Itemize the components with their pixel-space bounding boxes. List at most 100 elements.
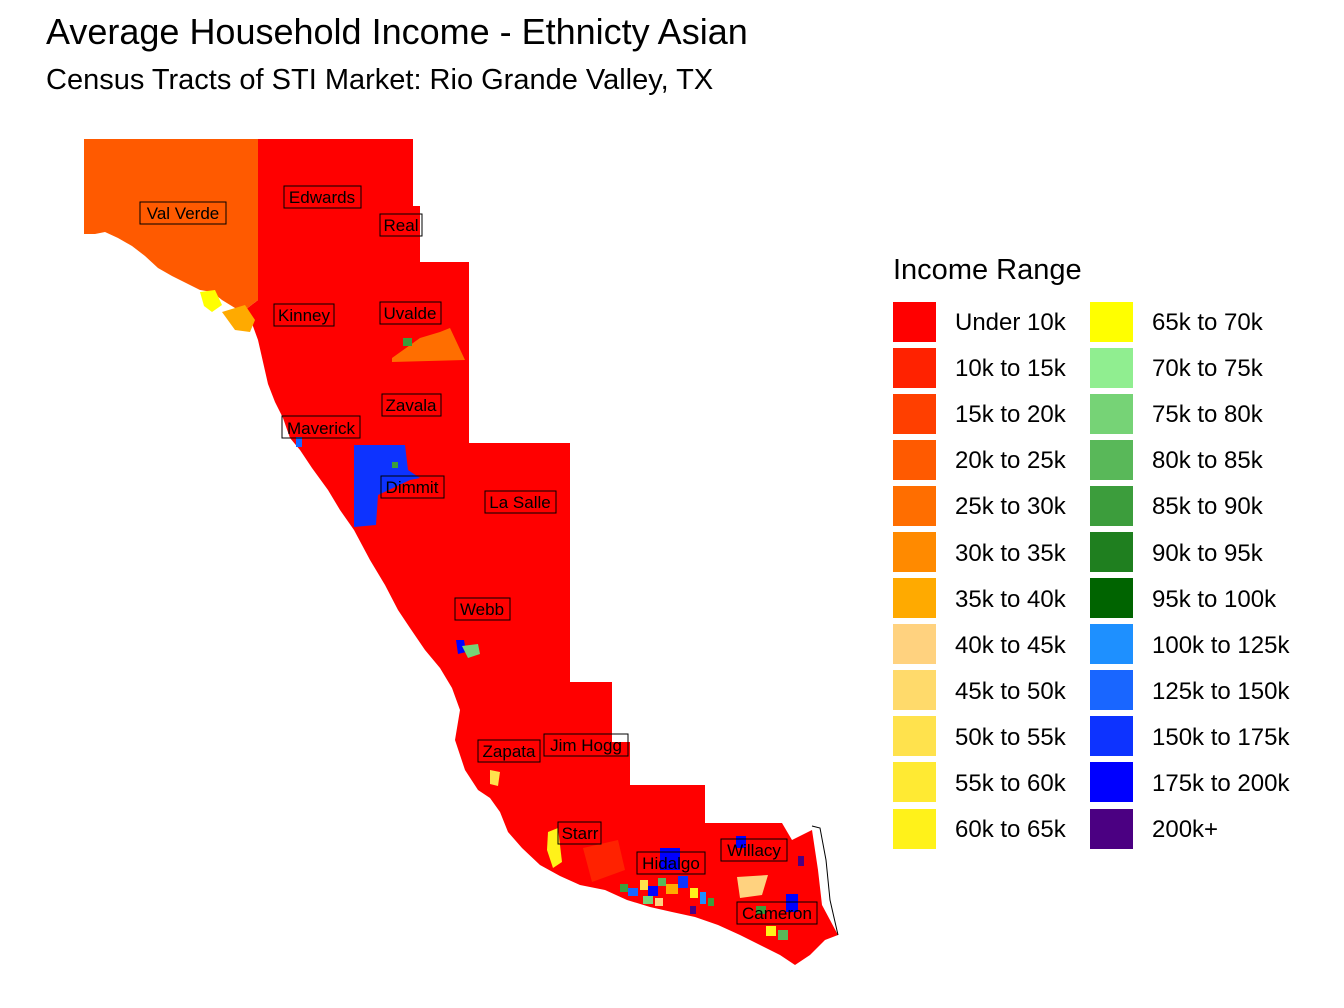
- legend-item: 25k to 30k: [893, 484, 1090, 530]
- svg-text:Webb: Webb: [460, 600, 504, 619]
- legend-swatch: [1090, 762, 1133, 806]
- legend-item: 70k to 75k: [1090, 346, 1287, 392]
- tract-laredo-blue: [456, 640, 466, 654]
- county-label-val-verde: Val Verde: [139, 201, 227, 225]
- legend-label: 35k to 40k: [955, 585, 1066, 613]
- legend-swatch: [1090, 393, 1133, 437]
- coastline: [811, 825, 839, 936]
- legend-label: 95k to 100k: [1152, 585, 1277, 613]
- tract-uvalde-green: [403, 338, 412, 346]
- legend-label: 10k to 15k: [955, 355, 1066, 383]
- legend-item: Under 10k: [893, 300, 1090, 346]
- county-label-webb: Webb: [454, 597, 511, 621]
- legend-label: 200k+: [1152, 816, 1219, 844]
- legend-swatch: [1090, 578, 1133, 622]
- county-label-dimmit: Dimmit: [380, 475, 445, 499]
- county-label-zapata: Zapata: [477, 739, 541, 763]
- legend-item: 85k to 90k: [1090, 484, 1287, 530]
- legend-item: 50k to 55k: [893, 715, 1090, 761]
- svg-text:Starr: Starr: [562, 824, 599, 843]
- legend-swatch: [893, 578, 936, 622]
- legend-label: 125k to 150k: [1152, 677, 1290, 705]
- legend-label: 100k to 125k: [1152, 631, 1290, 659]
- svg-text:Val Verde: Val Verde: [147, 204, 219, 223]
- county-label-uvalde: Uvalde: [379, 301, 442, 325]
- legend-label: 60k to 65k: [955, 816, 1066, 844]
- legend-label: 25k to 30k: [955, 493, 1066, 521]
- legend-swatch: [1090, 532, 1133, 576]
- legend-item: 100k to 125k: [1090, 623, 1290, 669]
- legend-swatch: [893, 485, 936, 529]
- svg-text:La Salle: La Salle: [489, 493, 550, 512]
- map-title: Average Household Income - Ethnicty Asia…: [46, 11, 748, 52]
- legend-swatch: [1090, 439, 1133, 483]
- legend-item: 95k to 100k: [1090, 577, 1287, 623]
- income-legend: Income Range Under 10k 10k to 15k 15k to 2…: [893, 252, 1333, 853]
- legend-item: 80k to 85k: [1090, 438, 1287, 484]
- legend-item: 20k to 25k: [893, 438, 1090, 484]
- legend-label: 150k to 175k: [1152, 723, 1290, 751]
- legend-item: 60k to 65k: [893, 807, 1090, 853]
- legend-label: 45k to 50k: [955, 677, 1066, 705]
- legend-column-1: Under 10k 10k to 15k 15k to 20k 20k to 25k 2…: [893, 300, 1090, 853]
- county-label-maverick: Maverick: [281, 415, 361, 439]
- county-label-starr: Starr: [557, 821, 602, 845]
- legend-item: 175k to 200k: [1090, 761, 1290, 807]
- legend-item: 30k to 35k: [893, 530, 1090, 576]
- svg-text:Zavala: Zavala: [385, 396, 437, 415]
- legend-item: 45k to 50k: [893, 669, 1090, 715]
- legend-item: 10k to 15k: [893, 346, 1090, 392]
- svg-text:Kinney: Kinney: [278, 306, 330, 325]
- legend-label: 55k to 60k: [955, 769, 1066, 797]
- county-label-real: Real: [379, 213, 423, 237]
- legend-title: Income Range: [893, 254, 1082, 286]
- legend-swatch: [893, 670, 936, 714]
- legend-label: 85k to 90k: [1152, 493, 1263, 521]
- legend-swatch: [1090, 670, 1133, 714]
- county-label-edwards: Edwards: [283, 185, 362, 209]
- legend-column-2: 65k to 70k 70k to 75k 75k to 80k 80k to 85k…: [1090, 300, 1290, 853]
- legend-item: 200k+: [1090, 807, 1287, 853]
- tract-maverick-blue: [296, 437, 302, 447]
- legend-swatch: [893, 439, 936, 483]
- legend-swatch: [893, 532, 936, 576]
- legend-label: 20k to 25k: [955, 447, 1066, 475]
- tract-cluster-hidalgo: [620, 848, 714, 914]
- legend-swatch: [893, 301, 936, 345]
- legend-label: 70k to 75k: [1152, 355, 1263, 383]
- county-region-main: [245, 139, 838, 965]
- legend-swatch: [1090, 347, 1133, 391]
- legend-swatch: [893, 624, 936, 668]
- tract-laredo-green: [462, 644, 480, 658]
- legend-item: 65k to 70k: [1090, 300, 1287, 346]
- tract-del-rio-yellow: [200, 290, 222, 312]
- legend-swatch: [893, 808, 936, 852]
- svg-text:Real: Real: [384, 216, 419, 235]
- legend-swatch: [893, 393, 936, 437]
- legend-label: 90k to 95k: [1152, 539, 1263, 567]
- legend-label: 30k to 35k: [955, 539, 1066, 567]
- legend-swatch: [1090, 808, 1133, 852]
- county-label-willacy: Willacy: [720, 838, 788, 862]
- tract-dimmit-green: [392, 462, 398, 468]
- choropleth-map: Val Verde Edwards Real Kinney Uvalde Zav…: [84, 139, 839, 965]
- legend-item: 125k to 150k: [1090, 669, 1290, 715]
- svg-text:Uvalde: Uvalde: [384, 304, 437, 323]
- legend-swatch: [1090, 624, 1133, 668]
- svg-text:Jim Hogg: Jim Hogg: [550, 736, 622, 755]
- legend-item: 150k to 175k: [1090, 715, 1290, 761]
- svg-text:Zapata: Zapata: [483, 742, 536, 761]
- legend-swatch: [893, 716, 936, 760]
- legend-item: 15k to 20k: [893, 392, 1090, 438]
- legend-label: 15k to 20k: [955, 401, 1066, 429]
- svg-text:Cameron: Cameron: [742, 904, 812, 923]
- map-subtitle: Census Tracts of STI Market: Rio Grande …: [46, 64, 714, 96]
- county-label-hidalgo: Hidalgo: [636, 851, 706, 875]
- county-label-cameron: Cameron: [736, 901, 818, 925]
- legend-label: 175k to 200k: [1152, 769, 1290, 797]
- tract-uvalde-orange: [392, 328, 465, 362]
- county-label-zavala: Zavala: [381, 393, 442, 417]
- legend-item: 40k to 45k: [893, 623, 1090, 669]
- legend-label: 50k to 55k: [955, 723, 1066, 751]
- svg-text:Maverick: Maverick: [287, 419, 356, 438]
